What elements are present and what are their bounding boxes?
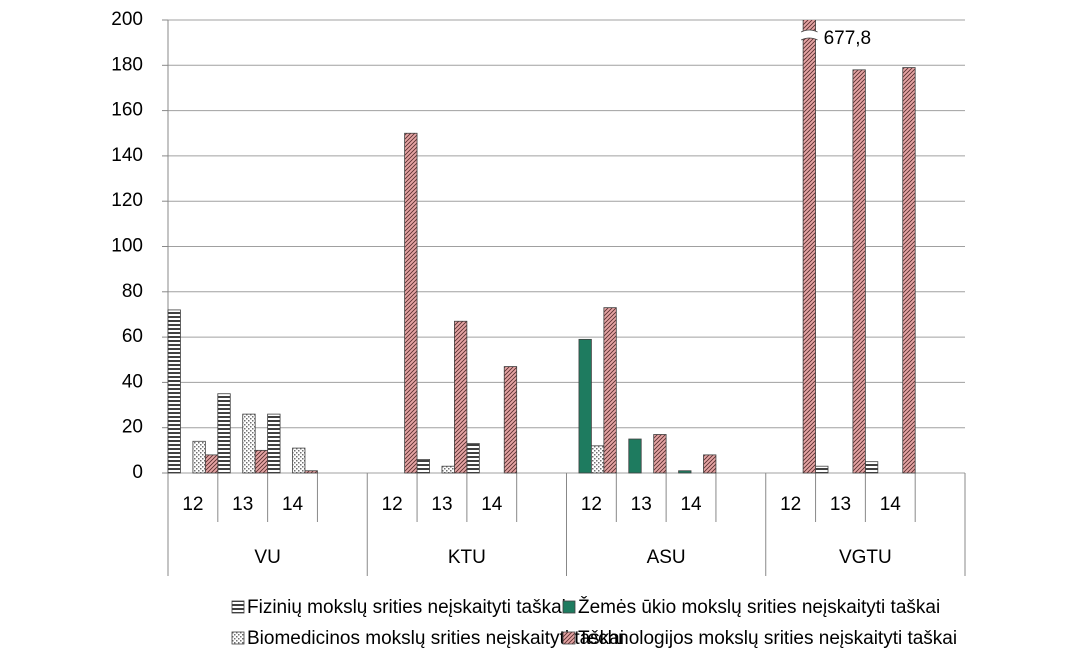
bar: [653, 434, 667, 474]
y-tick-label: 60: [122, 326, 143, 347]
bar: [902, 67, 916, 474]
bar: [503, 366, 518, 474]
y-tick-label: 140: [111, 145, 143, 166]
legend-label: Fizinių mokslų srities neįskaityti taška…: [247, 597, 566, 618]
bar: [242, 413, 256, 474]
bar: [304, 470, 318, 474]
x-tick-label: 14: [680, 494, 702, 515]
group-label: VGTU: [839, 547, 892, 568]
bar: [815, 465, 829, 474]
data-label: 677,8: [824, 28, 872, 49]
y-tick-label: 80: [122, 281, 143, 302]
axis-break: [801, 30, 818, 40]
bar: [204, 454, 219, 474]
bar: [703, 454, 717, 474]
x-tick-label: 14: [880, 494, 902, 515]
x-tick-label: 12: [382, 494, 403, 515]
bar: [217, 393, 231, 474]
legend-label: Žemės ūkio mokslų srities neįskaityti ta…: [578, 596, 940, 618]
bar: [416, 459, 430, 474]
data-label-bg: [819, 26, 890, 54]
group-label: ASU: [647, 547, 686, 568]
bar: [192, 440, 206, 474]
group-label: VU: [254, 547, 280, 568]
x-tick-label: 13: [631, 494, 652, 515]
x-tick-label: 12: [182, 494, 203, 515]
bar: [454, 320, 468, 474]
x-tick-label: 14: [282, 494, 304, 515]
legend-swatch: [231, 631, 245, 645]
y-tick-label: 160: [111, 100, 143, 121]
legend-swatch: [562, 631, 576, 645]
bar: [802, 20, 816, 474]
bar: [466, 443, 480, 474]
bar: [578, 338, 592, 474]
legend-label: Technologijos mokslų srities neįskaityti…: [578, 628, 957, 649]
x-tick-label: 13: [431, 494, 452, 515]
x-tick-label: 13: [232, 494, 253, 515]
bar: [678, 470, 692, 474]
y-tick-label: 20: [122, 417, 143, 438]
bar: [441, 465, 455, 474]
bar: [864, 461, 879, 474]
legend-label: Biomedicinos mokslų srities neįskaityti …: [247, 628, 624, 649]
y-tick-label: 200: [111, 9, 143, 30]
bar: [852, 69, 866, 474]
y-tick-label: 100: [111, 236, 143, 257]
bar: [603, 307, 617, 474]
axis-break-line: [800, 29, 818, 41]
y-tick-label: 120: [111, 190, 143, 211]
bar: [267, 413, 281, 474]
x-tick-label: 13: [830, 494, 851, 515]
bar: [404, 132, 418, 474]
x-tick-label: 14: [481, 494, 503, 515]
x-tick-label: 12: [780, 494, 801, 515]
group-label: KTU: [448, 547, 486, 568]
bar: [628, 438, 642, 474]
bar: [254, 449, 269, 474]
legend-swatch: [231, 600, 245, 614]
legend-swatch: [562, 600, 576, 614]
y-tick-label: 40: [122, 371, 143, 392]
y-tick-label: 180: [111, 54, 143, 75]
y-tick-label: 0: [132, 462, 143, 483]
bar: [167, 309, 181, 474]
bar: [591, 445, 605, 474]
plot-area: [167, 20, 916, 474]
bar: [292, 447, 306, 474]
x-tick-label: 12: [581, 494, 602, 515]
